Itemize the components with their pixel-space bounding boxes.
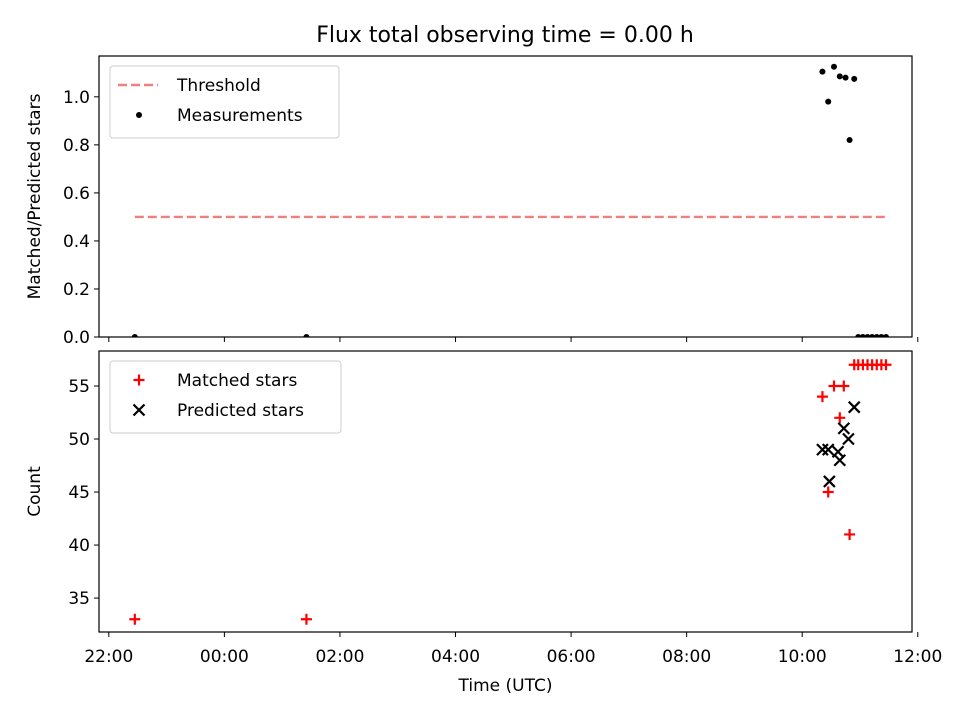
- bottom-panel: 35 40 45 50 55 22:00 00:00 02:00 04:00 06:00 08:00…: [25, 350, 942, 696]
- bottom-plot-area: [129, 359, 892, 625]
- top-point-dot: [859, 334, 866, 337]
- top-point-dot: [819, 68, 826, 75]
- top-legend-label: Measurements: [177, 106, 303, 126]
- top-panel: 0.0 0.2 0.4 0.6 0.8 1.0 Matched/Predicted star…: [25, 55, 919, 348]
- top-y-tick-label: 0.2: [63, 280, 90, 300]
- bottom-point-plus: [816, 391, 828, 403]
- top-point-dot: [855, 334, 862, 337]
- bottom-series-x: [816, 400, 861, 488]
- bottom-point-x: [833, 453, 847, 467]
- bottom-x-tick-label: 10:00: [778, 647, 827, 667]
- bottom-x-tick-label: 04:00: [431, 647, 480, 667]
- bottom-y-tick-label: 45: [68, 483, 90, 503]
- top-y-tick-label: 0.4: [63, 232, 90, 252]
- bottom-point-plus: [844, 528, 856, 540]
- bottom-point-plus: [834, 412, 846, 424]
- top-point-dot: [864, 334, 871, 337]
- bottom-y-tick-label: 35: [68, 589, 90, 609]
- top-point-dot: [846, 137, 853, 144]
- bottom-x-tick-label: 22:00: [84, 647, 133, 667]
- top-point-dot: [842, 74, 849, 81]
- top-point-dot: [878, 334, 885, 337]
- bottom-legend-box: [109, 360, 342, 434]
- bottom-y-tick-label: 55: [68, 377, 90, 397]
- top-point-dot: [303, 334, 310, 337]
- bottom-point-x: [821, 443, 835, 456]
- bottom-y-tick-label: 50: [68, 430, 90, 450]
- bottom-x-tick-label: 00:00: [200, 647, 249, 667]
- top-point-dot: [836, 73, 843, 80]
- top-y-tick-label: 0.0: [63, 328, 90, 348]
- bottom-point-plus: [822, 486, 834, 498]
- bottom-y-tick-label: 40: [68, 536, 90, 556]
- top-legend-label: Threshold: [176, 76, 261, 96]
- top-y-tick-label: 0.6: [63, 184, 90, 204]
- bottom-x-tick-label: 12:00: [893, 647, 942, 667]
- top-point-dot: [851, 75, 858, 82]
- top-series-dot: [131, 63, 889, 337]
- top-legend: Threshold Measurements: [109, 65, 340, 139]
- top-y-tick-label: 0.8: [63, 136, 90, 156]
- bottom-point-x: [837, 422, 851, 435]
- bottom-legend-swatch-x: [132, 403, 146, 417]
- bottom-x-tick-label: 06:00: [547, 647, 596, 667]
- bottom-x-axis-label: Time (UTC): [458, 676, 553, 696]
- bottom-legend-label: Matched stars: [177, 371, 297, 391]
- bottom-point-plus: [300, 613, 312, 625]
- bottom-series-plus: [129, 359, 892, 625]
- top-frame: [98, 55, 913, 338]
- chart-title: Flux total observing time = 0.00 h: [316, 23, 694, 48]
- bottom-legend-swatch-plus: [133, 374, 145, 386]
- bottom-point-plus: [880, 359, 892, 371]
- top-point-dot: [882, 334, 889, 337]
- bottom-legend-label: Predicted stars: [177, 401, 304, 421]
- top-y-axis-label: Matched/Predicted stars: [25, 93, 45, 299]
- bottom-point-x: [847, 400, 861, 414]
- bottom-frame: [98, 350, 913, 633]
- top-point-dot: [869, 334, 876, 337]
- bottom-y-axis-label: Count: [25, 466, 45, 517]
- top-point-dot: [825, 98, 832, 105]
- bottom-legend: Matched stars Predicted stars: [109, 360, 342, 434]
- top-legend-box: [109, 65, 340, 139]
- panels: 0.0 0.2 0.4 0.6 0.8 1.0 Matched/Predicted star…: [25, 55, 942, 696]
- top-plot-area: [131, 63, 889, 337]
- bottom-point-plus: [828, 380, 840, 392]
- top-point-dot: [131, 334, 138, 337]
- top-point-dot: [830, 63, 837, 70]
- top-y-tick-label: 1.0: [63, 88, 90, 108]
- bottom-point-x: [823, 475, 836, 488]
- bottom-x-tick-label: 02:00: [315, 647, 364, 667]
- bottom-point-x: [842, 432, 855, 446]
- top-legend-swatch-dot: [136, 112, 142, 118]
- bottom-point-plus: [129, 613, 141, 625]
- top-point-dot: [873, 334, 880, 337]
- bottom-x-tick-label: 08:00: [662, 647, 711, 667]
- bottom-point-plus: [838, 380, 850, 392]
